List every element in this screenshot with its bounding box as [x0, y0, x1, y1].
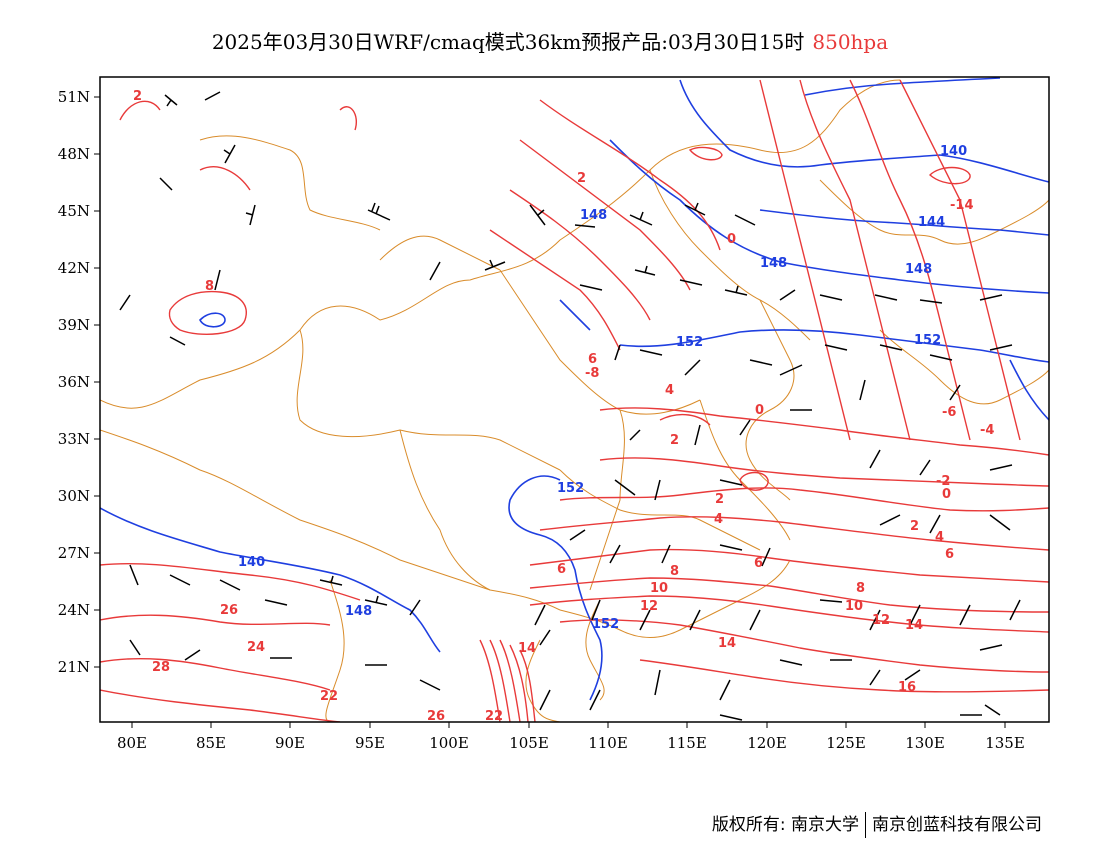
height-label: 144: [918, 215, 945, 230]
lon-label: 125E: [826, 734, 866, 752]
lon-label: 115E: [667, 734, 707, 752]
height-label: 152: [592, 617, 619, 632]
map-title: 2025年03月30日WRF/cmaq模式36km预报产品:03月30日15时 8…: [0, 26, 1100, 55]
height-label: 140: [238, 555, 265, 570]
lon-label: 80E: [117, 734, 147, 752]
lat-label: 36N: [58, 373, 90, 391]
temp-label: 14: [718, 636, 736, 651]
temp-label: -6: [942, 405, 956, 420]
temp-label: 8: [205, 279, 214, 294]
temp-label: 10: [845, 599, 863, 614]
height-label: 140: [940, 144, 967, 159]
temp-label: 0: [727, 232, 736, 247]
lat-label: 39N: [58, 316, 90, 334]
temp-label: 26: [220, 603, 238, 618]
lat-label: 42N: [58, 259, 90, 277]
temp-label: 10: [650, 581, 668, 596]
lat-label: 27N: [58, 544, 90, 562]
lon-label: 90E: [275, 734, 305, 752]
map-plot-area: 2 8 6 4 2 0 2 0 -6 -4 -14 -2 0 2 4 6 8 1…: [100, 77, 1049, 724]
temp-label: 14: [518, 641, 536, 656]
temp-label: 22: [485, 709, 503, 724]
lon-label: 100E: [429, 734, 469, 752]
lat-label: 21N: [58, 658, 90, 676]
temp-label: 8: [856, 581, 865, 596]
lat-label: 24N: [58, 601, 90, 619]
temp-label: 12: [640, 599, 658, 614]
temp-label: -4: [980, 423, 994, 438]
copyright-footer: 版权所有: 南京大学 南京创蓝科技有限公司: [712, 810, 1042, 838]
title-level: 850hpa: [812, 30, 889, 54]
temp-label: -14: [950, 198, 974, 213]
height-label: 148: [345, 604, 372, 619]
temp-label: 2: [670, 433, 679, 448]
wind-barbs: [119, 91, 1021, 721]
temp-label: 6: [754, 556, 763, 571]
lon-label: 135E: [985, 734, 1025, 752]
temp-label: 6: [557, 562, 566, 577]
temp-label: 4: [665, 383, 674, 398]
temp-label: -8: [585, 366, 599, 381]
temp-label: 8: [670, 564, 679, 579]
footer-left: 版权所有: 南京大学: [711, 815, 859, 835]
lat-label: 45N: [58, 202, 90, 220]
height-contours: [100, 77, 1049, 701]
lon-labels: 80E 85E 90E 95E 100E 105E 110E 115E 120E…: [117, 734, 1025, 752]
map-border: [99, 76, 1050, 723]
lat-label: 30N: [58, 487, 90, 505]
height-label: 152: [557, 481, 584, 496]
temp-label: 6: [588, 352, 597, 367]
height-label: 148: [580, 208, 607, 223]
temp-label: 28: [152, 660, 170, 675]
footer-right: 南京创蓝科技有限公司: [872, 815, 1042, 835]
temp-label: 4: [714, 512, 723, 527]
lon-label: 95E: [355, 734, 385, 752]
lon-label: 110E: [588, 734, 628, 752]
height-label: 148: [760, 256, 787, 271]
temp-label: 12: [872, 613, 890, 628]
temp-label: 2: [910, 519, 919, 534]
footer-separator: [865, 812, 866, 838]
height-labels: 140 148 144 148 148 152 152 152 140 148 …: [238, 144, 967, 632]
lon-label: 120E: [747, 734, 787, 752]
temp-label: -2: [936, 474, 950, 489]
temp-label: 16: [898, 680, 916, 695]
temp-label: 0: [755, 403, 764, 418]
lon-axis: [131, 722, 1006, 728]
lat-axis: [94, 96, 100, 668]
height-label: 148: [905, 262, 932, 277]
temp-label: 4: [935, 530, 944, 545]
temp-label: 26: [427, 709, 445, 724]
temp-label: 14: [905, 618, 923, 633]
temp-label: 2: [577, 171, 586, 186]
lat-labels: 51N 48N 45N 42N 39N 36N 33N 30N 27N 24N …: [58, 88, 90, 676]
temp-label: 22: [320, 689, 338, 704]
lat-label: 33N: [58, 430, 90, 448]
lon-label: 130E: [905, 734, 945, 752]
temp-label: 6: [945, 547, 954, 562]
title-main: 2025年03月30日WRF/cmaq模式36km预报产品:03月30日15时: [211, 30, 805, 54]
temperature-contours: [100, 79, 1049, 722]
lon-label: 85E: [196, 734, 226, 752]
lat-label: 51N: [58, 88, 90, 106]
temp-label: 0: [942, 487, 951, 502]
lat-label: 48N: [58, 145, 90, 163]
temperature-labels: 2 8 6 4 2 0 2 0 -6 -4 -14 -2 0 2 4 6 8 1…: [133, 89, 994, 724]
lon-label: 105E: [509, 734, 549, 752]
temp-label: 24: [247, 640, 265, 655]
temp-label: 2: [715, 492, 724, 507]
height-label: 152: [676, 335, 703, 350]
temp-label: 2: [133, 89, 142, 104]
height-label: 152: [914, 333, 941, 348]
